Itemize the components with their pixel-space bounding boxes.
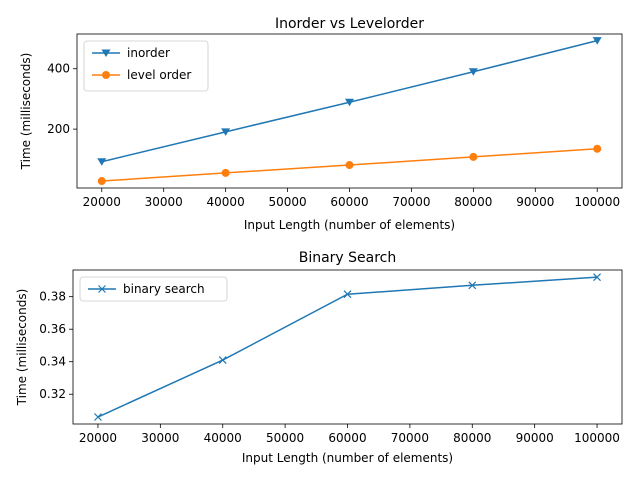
x-tick-label: 100000 (574, 195, 620, 209)
data-point (345, 98, 354, 107)
data-point (592, 37, 602, 45)
x-tick-label: 80000 (454, 195, 492, 209)
legend-label: binary search (123, 282, 205, 296)
x-tick-label: 50000 (266, 431, 304, 445)
x-tick-label: 80000 (453, 431, 491, 445)
x-tick-label: 30000 (141, 431, 179, 445)
x-tick-label: 100000 (574, 431, 620, 445)
legend-marker (102, 71, 110, 79)
y-axis-label: Time (milliseconds) (15, 289, 29, 407)
chart-2: Binary Search 20000 30000 40000 50000 60000 70… (15, 250, 623, 465)
data-point (345, 161, 354, 170)
x-tick-label: 40000 (204, 431, 242, 445)
x-tick-label: 20000 (79, 431, 117, 445)
legend-label: inorder (127, 46, 170, 60)
x-tick-label: 50000 (268, 195, 306, 209)
x-tick-label: 70000 (391, 431, 429, 445)
legend: inorder level order (83, 40, 209, 92)
legend: binary search (79, 276, 228, 302)
x-tick-label: 90000 (516, 431, 554, 445)
y-tick-label: 0.38 (39, 290, 66, 304)
series-binary-search (94, 273, 601, 421)
y-tick-label: 400 (47, 62, 70, 76)
data-point (343, 290, 352, 299)
y-tick-label: 0.36 (39, 322, 66, 336)
x-tick-label: 30000 (145, 195, 183, 209)
data-point (97, 158, 107, 166)
data-point (221, 168, 230, 177)
x-tick-label: 20000 (83, 195, 121, 209)
legend-label: level order (127, 68, 191, 82)
chart-1: Inorder vs Levelorder 20000 30000 40000 5000… (19, 16, 623, 232)
series-inorder (97, 37, 602, 166)
x-tick-label: 40000 (207, 195, 245, 209)
legend-box (79, 276, 228, 302)
x-tick-label: 60000 (328, 431, 366, 445)
legend-marker (98, 285, 106, 293)
legend-marker (101, 49, 111, 57)
data-point (593, 273, 601, 282)
y-tick-label: 0.32 (39, 387, 66, 401)
data-point (218, 356, 227, 365)
data-point (221, 128, 231, 136)
chart-title: Binary Search (299, 250, 397, 266)
chart-title: Inorder vs Levelorder (275, 16, 424, 32)
y-tick-label: 200 (47, 122, 70, 136)
x-axis-label: Input Length (number of elements) (242, 451, 453, 465)
y-axis-label: Time (milliseconds) (19, 53, 33, 171)
data-point (94, 413, 102, 421)
x-tick-label: 70000 (392, 195, 430, 209)
series-level-order (97, 144, 602, 186)
x-tick-label: 60000 (330, 195, 368, 209)
x-axis-label: Input Length (number of elements) (244, 218, 455, 232)
data-point (468, 281, 477, 290)
y-tick-label: 0.34 (39, 355, 66, 369)
data-point (593, 144, 602, 153)
x-tick-label: 90000 (516, 195, 554, 209)
data-point (468, 68, 478, 76)
data-point (97, 177, 106, 186)
data-point (469, 152, 478, 161)
